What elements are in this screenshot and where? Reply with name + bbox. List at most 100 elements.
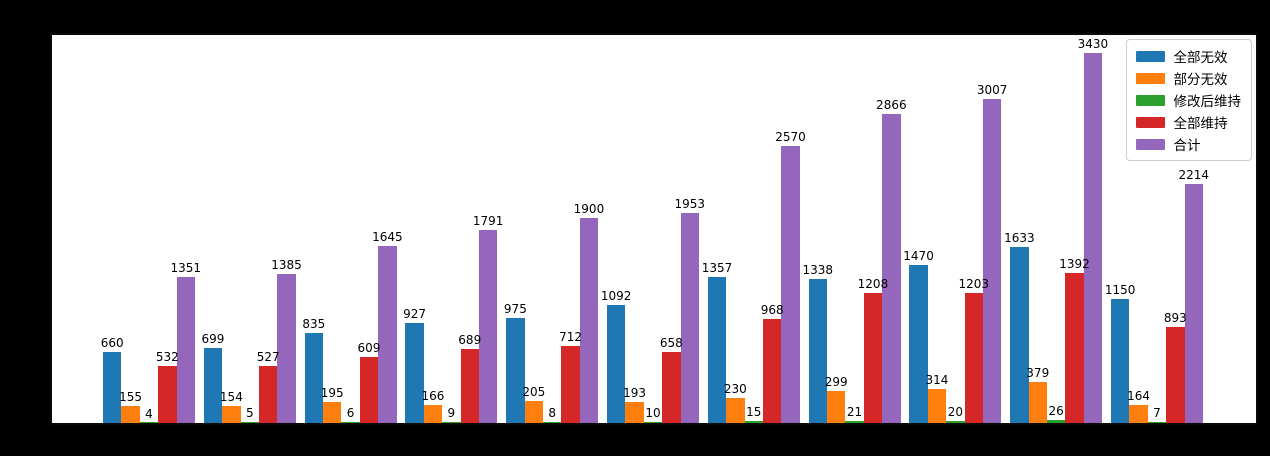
bar-value-label: 205 [522, 384, 546, 399]
maintained-after-amendment-bar [139, 422, 159, 423]
all-invalid-bar-slot: 1338 [802, 35, 833, 423]
bar-group: 975 205 8 712 1900 [504, 35, 604, 423]
all-invalid-bar-slot: 1633 [1004, 35, 1035, 423]
all-maintained-bar-slot: 527 [257, 35, 280, 423]
bar-value-label: 532 [155, 349, 179, 364]
total-bar-slot: 1953 [674, 35, 705, 423]
all-invalid-bar [506, 317, 525, 423]
all-maintained-bar [359, 357, 379, 423]
maintained-after-amendment-bar-slot: 15 [744, 35, 763, 423]
all-invalid-legend-swatch-icon [1135, 50, 1165, 62]
maintained-after-amendment-bar [240, 422, 259, 423]
maintained-after-amendment-bar [442, 422, 461, 423]
bar-value-label: 1953 [674, 196, 706, 211]
all-maintained-bar [258, 366, 278, 423]
all-maintained-bar [561, 346, 580, 423]
all-invalid-bar [203, 347, 223, 423]
partial-invalid-bar-slot: 379 [1026, 35, 1049, 423]
partial-invalid-bar [826, 390, 846, 423]
bar-value-label: 1470 [903, 248, 934, 263]
total-bar [1083, 53, 1103, 423]
all-maintained-bar-slot: 609 [358, 35, 380, 423]
total-bar [176, 277, 195, 423]
partial-invalid-bar [121, 406, 140, 423]
bar-group: 1633 379 26 1392 3430 [1004, 35, 1108, 423]
all-invalid-bar [606, 305, 626, 423]
bar-group: 699 154 5 527 1385 [201, 35, 302, 423]
bar-value-label: 1208 [857, 276, 889, 291]
all-invalid-bar-slot: 660 [100, 35, 124, 423]
bar-value-label: 26 [1048, 404, 1064, 419]
maintained-after-amendment-bar [542, 422, 562, 423]
bar-value-label: 154 [219, 390, 243, 405]
maintained-after-amendment-bar-slot: 7 [1147, 35, 1167, 423]
bar-value-label: 689 [458, 332, 482, 347]
bar-value-label: 660 [100, 335, 124, 350]
all-maintained-bar [662, 352, 681, 423]
maintained-after-amendment-bar-slot: 8 [542, 35, 562, 423]
bar-group: 1092 193 10 658 1953 [601, 35, 705, 423]
plot-area: 660 155 4 532 1351 699 154 5 527 1385 835 195 6 609 16… [50, 33, 1258, 425]
bar-value-label: 8 [548, 406, 556, 421]
legend-label: 全部维持 [1173, 116, 1228, 132]
maintained-after-amendment-bar-slot: 10 [643, 35, 663, 423]
bar-value-label: 712 [559, 330, 582, 345]
total-bar [882, 114, 901, 423]
total-bar-slot: 1900 [574, 35, 604, 423]
maintained-after-amendment-legend-swatch-icon [1135, 94, 1165, 106]
legend-entry-all-invalid: 全部无效 [1135, 47, 1242, 66]
bar-value-label: 699 [201, 331, 225, 346]
all-invalid-bar-slot: 699 [201, 35, 225, 423]
partial-invalid-bar [1129, 405, 1148, 423]
bar-value-label: 1392 [1059, 256, 1090, 271]
all-maintained-bar-slot: 689 [458, 35, 482, 423]
legend-label: 修改后维持 [1173, 94, 1242, 110]
bar-value-label: 6 [346, 406, 355, 421]
partial-invalid-bar [726, 398, 745, 423]
bar-value-label: 927 [403, 307, 427, 322]
all-maintained-bar-slot: 712 [559, 35, 582, 423]
all-invalid-bar [405, 323, 424, 423]
bar-value-label: 10 [645, 405, 661, 420]
bar-value-label: 1385 [271, 257, 302, 272]
maintained-after-amendment-bar-slot: 6 [341, 35, 360, 423]
partial-invalid-bar-slot: 193 [623, 35, 646, 423]
partial-invalid-bar-slot: 166 [422, 35, 444, 423]
maintained-after-amendment-bar-slot: 21 [845, 35, 864, 423]
all-maintained-bar-slot: 658 [659, 35, 683, 423]
bar-value-label: 299 [824, 374, 848, 389]
all-maintained-bar-slot: 1203 [958, 35, 989, 423]
bar-group: 660 155 4 532 1351 [100, 35, 201, 423]
bar-value-label: 658 [659, 336, 683, 351]
all-invalid-bar-slot: 927 [403, 35, 427, 423]
bar-value-label: 9 [447, 406, 456, 421]
maintained-after-amendment-bar-slot: 9 [442, 35, 461, 423]
maintained-after-amendment-bar [341, 422, 360, 423]
partial-invalid-bar [322, 401, 342, 423]
all-invalid-bar [1110, 299, 1130, 423]
bar-value-label: 230 [723, 382, 747, 397]
all-maintained-legend-swatch-icon [1135, 116, 1165, 128]
bar-value-label: 20 [947, 404, 963, 419]
legend-label: 合计 [1173, 138, 1201, 154]
all-invalid-bar-slot: 975 [504, 35, 527, 423]
partial-invalid-bar-slot: 154 [219, 35, 243, 423]
partial-invalid-bar [222, 406, 241, 423]
total-bar [478, 229, 498, 423]
partial-invalid-bar-slot: 314 [926, 35, 948, 423]
total-bar [378, 245, 397, 423]
total-bar [277, 273, 296, 423]
total-bar [680, 212, 699, 423]
total-bar-slot: 1385 [271, 35, 302, 423]
bar-group: 1338 299 21 1208 2866 [802, 35, 907, 423]
bar-value-label: 1338 [802, 262, 834, 277]
bar-value-label: 1900 [573, 202, 605, 217]
bar-value-label: 4 [145, 406, 153, 421]
maintained-after-amendment-bar [845, 420, 864, 423]
legend-entry-maintained-after-amendment: 修改后维持 [1135, 91, 1242, 110]
all-invalid-bar-slot: 1092 [601, 35, 631, 423]
all-maintained-bar [1166, 326, 1185, 423]
maintained-after-amendment-bar [744, 421, 763, 423]
bar-value-label: 5 [245, 406, 254, 421]
